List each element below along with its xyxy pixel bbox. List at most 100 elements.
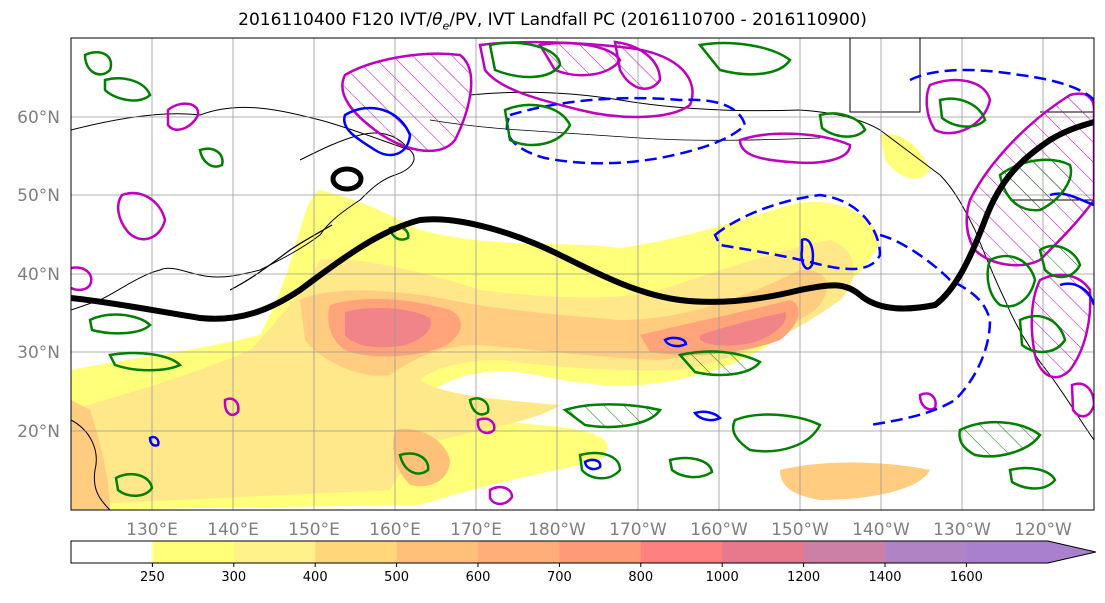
pv-contour-wa bbox=[1059, 282, 1094, 306]
lon-label-120w: 120°W bbox=[1014, 520, 1072, 540]
theta-contour-nw bbox=[83, 51, 113, 76]
colorbar-segment bbox=[315, 541, 398, 563]
asia-coast bbox=[71, 106, 415, 311]
theta-contour-mid4 bbox=[668, 456, 714, 479]
theta-contour-china1 bbox=[88, 313, 152, 335]
ivt-shading bbox=[71, 134, 930, 510]
jet-ring bbox=[330, 166, 364, 192]
japan-coast bbox=[229, 224, 333, 291]
map-frame bbox=[70, 37, 1095, 511]
theta-contour-sub bbox=[677, 350, 762, 377]
pv-contour-kamchatka bbox=[343, 106, 412, 157]
pv-contour-small5 bbox=[692, 410, 723, 422]
longitude-labels: 130°E 140°E 150°E 160°E 170°E 180°W 170°… bbox=[126, 520, 1072, 540]
alaska-coast bbox=[469, 91, 941, 176]
theta-contour-china2 bbox=[108, 351, 183, 372]
theta-contour-yk bbox=[938, 97, 987, 128]
pv-contour-pacific-dash bbox=[869, 233, 992, 427]
colorbar-segment bbox=[478, 541, 560, 563]
ivt-contour-alaska bbox=[738, 132, 852, 165]
colorbar-segment bbox=[803, 541, 886, 563]
ivt-contour-tropic2 bbox=[223, 397, 240, 417]
colorbar-segment bbox=[885, 541, 967, 563]
colorbar-tick-label: 250 bbox=[140, 570, 165, 585]
theta-contour-north1 bbox=[488, 41, 562, 79]
ivt-fill-1000 bbox=[345, 307, 431, 348]
theta-contour-nw2 bbox=[103, 77, 152, 102]
colorbar-tick-label: 300 bbox=[221, 570, 246, 585]
lon-label-180w: 180°W bbox=[528, 520, 586, 540]
lon-label-150w: 150°W bbox=[771, 520, 829, 540]
jet-axis-line bbox=[71, 119, 1094, 322]
colorbar-segment bbox=[640, 541, 723, 563]
theta-contour-wa bbox=[1038, 244, 1082, 279]
latitude-labels: 60°N 50°N 40°N 30°N 20°N bbox=[17, 108, 60, 442]
philippines-coast bbox=[71, 419, 111, 510]
colorbar-tick-label: 1000 bbox=[706, 570, 739, 585]
lon-label-160w: 160°W bbox=[690, 520, 748, 540]
ivt-contour-tropic3 bbox=[476, 417, 496, 435]
lat-label-60: 60°N bbox=[17, 108, 60, 128]
colorbar-outline bbox=[70, 540, 1096, 564]
colorbar-tick-label: 700 bbox=[547, 570, 572, 585]
ivt-contour-tropic1 bbox=[488, 485, 514, 506]
colorbar: 250 300 400 500 600 700 800 1000 1200 1400 1600 bbox=[70, 540, 1096, 585]
lon-label-160e: 160°E bbox=[369, 520, 421, 540]
map-title: 2016110400 F120 IVT/θe/PV, IVT Landfall … bbox=[238, 10, 867, 33]
theta-contour-se bbox=[958, 421, 1042, 458]
colorbar-segment bbox=[722, 541, 805, 563]
colorbar-segment bbox=[396, 541, 479, 563]
colorbar-tick-label: 400 bbox=[303, 570, 328, 585]
pv-contour-small1 bbox=[800, 238, 815, 270]
theta-e-contours bbox=[83, 41, 1082, 497]
ivt-fill-300 bbox=[71, 240, 854, 505]
colorbar-tick-label: 800 bbox=[628, 570, 653, 585]
pv-contour-bering-dash bbox=[505, 96, 747, 165]
aleutians-coast bbox=[429, 119, 821, 141]
theta-contour-pnw bbox=[986, 254, 1037, 308]
colorbar-segment bbox=[152, 541, 235, 563]
pv-contour-small2 bbox=[663, 336, 688, 348]
theta-contour-mid5 bbox=[731, 413, 822, 453]
ivt-fill-800-east bbox=[700, 312, 786, 346]
theta-contour-se2 bbox=[1008, 466, 1057, 490]
lat-label-40: 40°N bbox=[17, 265, 60, 285]
theta-contour-bering bbox=[503, 103, 572, 147]
ivt-contour-korea bbox=[116, 191, 167, 241]
lon-label-170w: 170°W bbox=[609, 520, 667, 540]
lat-label-50: 50°N bbox=[17, 186, 60, 206]
colorbar-ticks: 250 300 400 500 600 700 800 1000 1200 1400 1600 bbox=[140, 563, 983, 585]
pv-contour-small4 bbox=[148, 435, 160, 447]
ivt-contour-bering2 bbox=[613, 40, 662, 90]
colorbar-tick-label: 1400 bbox=[868, 570, 901, 585]
lon-label-130e: 130°E bbox=[126, 520, 178, 540]
gridlines bbox=[71, 38, 1094, 510]
colorbar-segment bbox=[233, 541, 316, 563]
ivt-contour-china bbox=[71, 266, 93, 292]
theta-contour-mid3 bbox=[578, 451, 622, 480]
theta-contour-ak bbox=[818, 112, 867, 138]
pv-contours bbox=[148, 68, 1094, 471]
theta-contour-sg bbox=[398, 452, 430, 475]
colorbar-segment bbox=[71, 541, 153, 563]
pv-contour-small3 bbox=[583, 458, 602, 471]
lon-label-130w: 130°W bbox=[933, 520, 991, 540]
lon-label-150e: 150°E bbox=[288, 520, 340, 540]
lon-label-170e: 170°E bbox=[450, 520, 502, 540]
ivt-contour-tropic4 bbox=[918, 392, 937, 411]
colorbar-tick-label: 600 bbox=[466, 570, 491, 585]
theta-contour-sw bbox=[114, 472, 154, 497]
map-content bbox=[71, 38, 1094, 510]
ivt-fill-tropic bbox=[780, 462, 930, 500]
theta-contour-or bbox=[1018, 314, 1067, 354]
lon-label-140w: 140°W bbox=[852, 520, 910, 540]
ivt-contour-ne-asia bbox=[166, 102, 200, 131]
theta-contour-mid2 bbox=[562, 403, 663, 429]
ivt-contour-kamchatka bbox=[341, 52, 473, 153]
lon-label-140e: 140°E bbox=[207, 520, 259, 540]
colorbar-segments bbox=[71, 541, 1096, 563]
colorbar-tick-label: 1200 bbox=[787, 570, 820, 585]
theta-contour-north2 bbox=[697, 41, 792, 76]
colorbar-segment bbox=[966, 541, 1096, 563]
